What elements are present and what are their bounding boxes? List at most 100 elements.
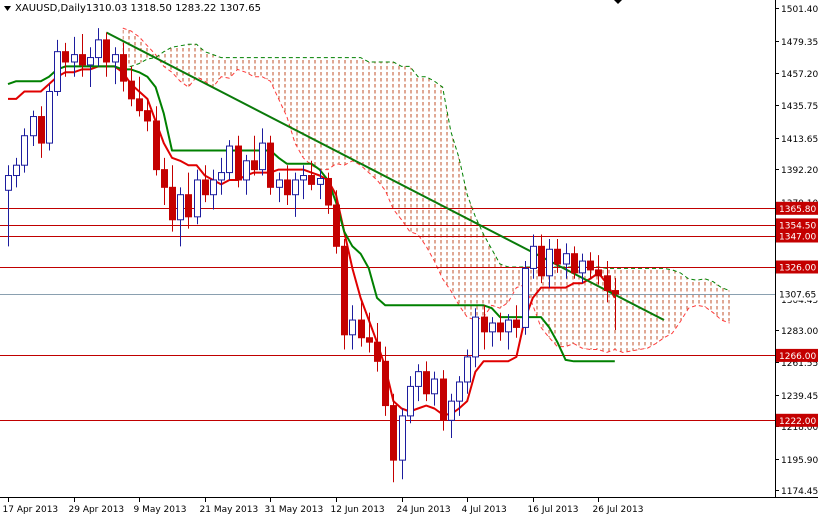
x-tick-label: 26 Jul 2013 (593, 505, 644, 515)
chart-ohlc-label: 1310.03 1318.50 1283.22 1307.65 (86, 3, 261, 14)
candle[interactable] (194, 169, 201, 225)
candle[interactable] (399, 408, 406, 480)
candle-body-bullish (259, 142, 266, 171)
candle[interactable] (259, 128, 266, 176)
candle[interactable] (46, 84, 53, 151)
candle[interactable] (202, 165, 209, 203)
candle[interactable] (267, 135, 274, 195)
candle[interactable] (87, 47, 94, 88)
candle-body-bearish (103, 39, 110, 63)
candle[interactable] (390, 393, 397, 483)
candle[interactable] (144, 98, 151, 132)
candle[interactable] (456, 376, 463, 416)
candle[interactable] (103, 32, 110, 77)
candle[interactable] (530, 234, 537, 279)
candle[interactable] (481, 305, 488, 350)
candle[interactable] (136, 76, 143, 117)
candle[interactable] (79, 33, 86, 77)
candle-body-bullish (243, 160, 250, 181)
y-tick-label: 1239.45 (781, 392, 818, 402)
candle[interactable] (325, 172, 332, 214)
candle[interactable] (300, 165, 307, 200)
candle[interactable] (497, 312, 504, 341)
candle[interactable] (308, 160, 315, 191)
candle[interactable] (546, 238, 553, 288)
candle-body-bearish (267, 142, 274, 188)
candle[interactable] (276, 172, 283, 203)
candle[interactable] (21, 128, 28, 173)
candle[interactable] (5, 165, 12, 247)
level-price-tag: 1365.80 (779, 205, 816, 215)
candle[interactable] (185, 172, 192, 229)
candle[interactable] (177, 187, 184, 247)
candle[interactable] (579, 253, 586, 284)
candle[interactable] (120, 42, 127, 92)
candle[interactable] (448, 393, 455, 439)
candle[interactable] (604, 261, 611, 303)
candle[interactable] (169, 165, 176, 232)
candle[interactable] (431, 371, 438, 406)
candle[interactable] (423, 361, 430, 402)
candle[interactable] (415, 364, 422, 402)
candle[interactable] (161, 157, 168, 206)
candle-body-bearish (169, 186, 176, 221)
candle[interactable] (464, 349, 471, 394)
candle[interactable] (153, 106, 160, 176)
candle[interactable] (218, 157, 225, 195)
candle-body-bullish (546, 248, 553, 277)
candle[interactable] (62, 42, 69, 77)
candle[interactable] (317, 169, 324, 200)
level-price-tag-bg (776, 201, 818, 215)
level-price-tag-bg (776, 413, 818, 427)
candle[interactable] (554, 238, 561, 273)
candle[interactable] (563, 243, 570, 279)
candle[interactable] (226, 140, 233, 180)
candle[interactable] (341, 238, 348, 350)
candle[interactable] (38, 106, 45, 158)
candle[interactable] (472, 308, 479, 368)
candle[interactable] (587, 252, 594, 279)
candle[interactable] (292, 172, 299, 217)
dropdown-arrow-icon[interactable] (4, 6, 11, 11)
candle[interactable] (513, 305, 520, 338)
candle-body-bearish (366, 337, 373, 343)
candle-body-bullish (317, 177, 324, 185)
candle[interactable] (358, 302, 365, 347)
candle[interactable] (112, 47, 119, 85)
candle[interactable] (612, 278, 619, 331)
candle[interactable] (374, 322, 381, 372)
candle[interactable] (407, 376, 414, 424)
candle-body-bullish (448, 400, 455, 421)
candle-body-bullish (210, 179, 217, 196)
candle[interactable] (538, 234, 545, 284)
candle[interactable] (95, 28, 102, 67)
candle[interactable] (349, 305, 356, 350)
candle[interactable] (128, 66, 135, 107)
candle[interactable] (489, 317, 496, 347)
candle[interactable] (54, 39, 61, 96)
candle-body-bullish (30, 116, 37, 137)
candle[interactable] (210, 169, 217, 210)
candle[interactable] (571, 246, 578, 279)
candle[interactable] (284, 165, 291, 206)
candle[interactable] (13, 157, 20, 188)
candle[interactable] (505, 314, 512, 350)
candle[interactable] (251, 135, 258, 176)
candle[interactable] (243, 154, 250, 195)
candle[interactable] (440, 370, 447, 431)
candle[interactable] (522, 261, 529, 335)
candle[interactable] (382, 346, 389, 416)
candle[interactable] (71, 36, 78, 77)
candle[interactable] (595, 255, 602, 285)
candle[interactable] (333, 190, 340, 254)
y-tick-label: 1283.00 (781, 327, 818, 337)
y-tick-label: 1304.45 (781, 296, 818, 306)
y-tick-label: 1218.00 (781, 423, 818, 433)
candle[interactable] (30, 110, 37, 147)
candle[interactable] (366, 312, 373, 353)
senkou-span-a-line (122, 27, 730, 354)
candle-body-bullish (194, 179, 201, 218)
candle[interactable] (235, 135, 242, 188)
